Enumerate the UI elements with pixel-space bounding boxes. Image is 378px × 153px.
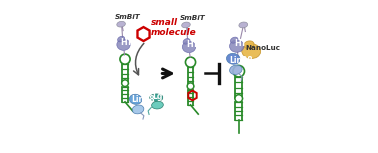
Ellipse shape xyxy=(117,39,130,50)
Ellipse shape xyxy=(182,22,190,28)
Text: molecule: molecule xyxy=(150,28,196,37)
Text: LgBiT: LgBiT xyxy=(152,92,176,101)
Ellipse shape xyxy=(239,22,248,28)
Circle shape xyxy=(235,95,243,102)
Ellipse shape xyxy=(229,40,244,52)
Text: HT: HT xyxy=(186,40,198,49)
Ellipse shape xyxy=(132,105,144,114)
Text: HT: HT xyxy=(234,39,246,48)
Text: Lin28: Lin28 xyxy=(229,56,253,65)
Circle shape xyxy=(187,83,194,90)
Ellipse shape xyxy=(152,101,163,109)
Ellipse shape xyxy=(226,53,240,64)
Ellipse shape xyxy=(231,37,238,43)
Ellipse shape xyxy=(242,44,260,58)
Ellipse shape xyxy=(150,94,163,101)
Text: SmBiT: SmBiT xyxy=(115,14,141,20)
Ellipse shape xyxy=(244,41,254,48)
Text: NanoLuc: NanoLuc xyxy=(246,45,281,51)
Ellipse shape xyxy=(229,65,242,75)
Text: Lin28: Lin28 xyxy=(131,95,155,104)
Text: HT: HT xyxy=(120,38,133,47)
Ellipse shape xyxy=(182,41,196,53)
Text: SmBiT: SmBiT xyxy=(180,15,206,21)
Ellipse shape xyxy=(118,36,125,42)
Text: small: small xyxy=(151,18,178,27)
Circle shape xyxy=(233,65,245,77)
Ellipse shape xyxy=(117,21,125,27)
Ellipse shape xyxy=(129,94,142,104)
Circle shape xyxy=(120,54,130,64)
Ellipse shape xyxy=(183,39,190,44)
Circle shape xyxy=(122,80,129,86)
Circle shape xyxy=(186,57,195,67)
